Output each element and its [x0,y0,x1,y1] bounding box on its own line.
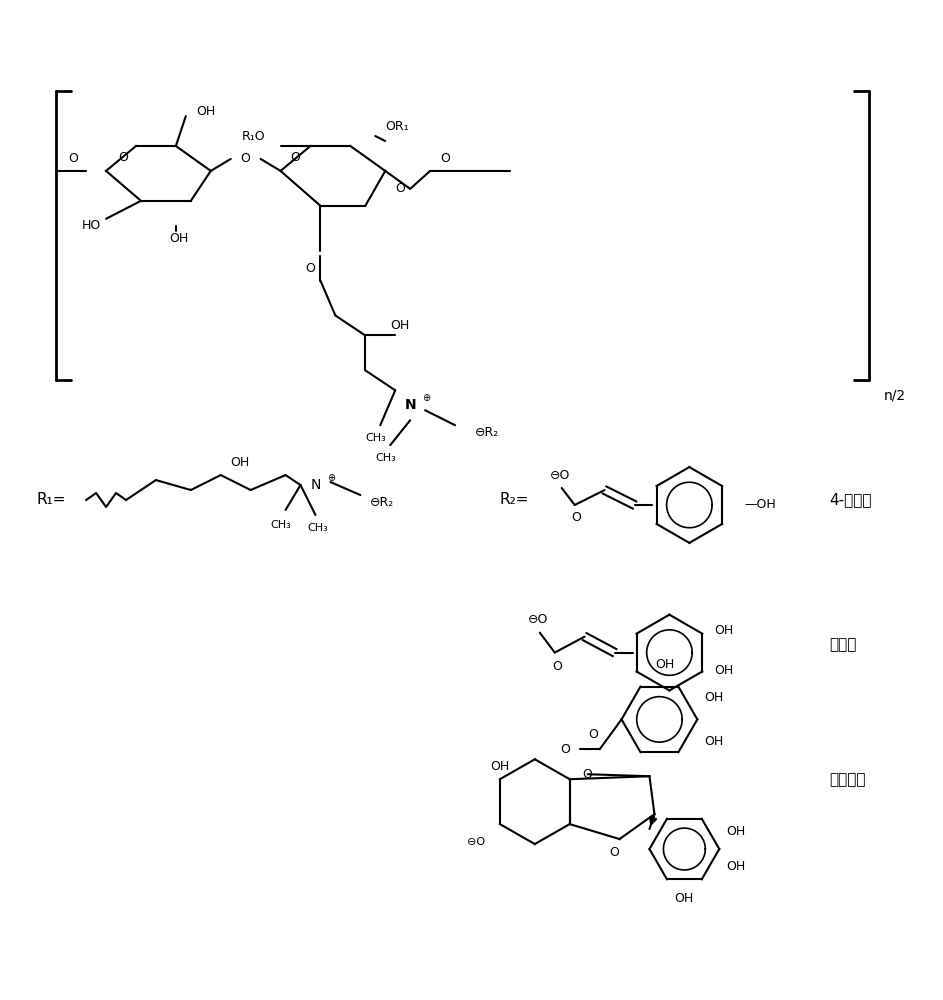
Text: ⊖O: ⊖O [467,837,485,847]
Text: ⊕: ⊕ [422,393,430,403]
Text: HO: HO [82,219,101,232]
Text: 阿魏酸: 阿魏酸 [829,637,856,652]
Text: O: O [583,768,592,781]
Text: O: O [609,846,620,859]
Text: 没食子酸: 没食子酸 [829,772,866,787]
Text: R₁O: R₁O [242,130,266,143]
Text: O: O [290,151,301,164]
Text: OH: OH [714,664,734,677]
Text: R₁=: R₁= [36,492,66,508]
Text: OH: OH [704,691,723,704]
Text: ⊖O: ⊖O [550,469,571,482]
Text: OH: OH [704,735,723,748]
Text: OR₁: OR₁ [386,120,409,133]
Text: O: O [587,728,598,741]
Text: OH: OH [675,892,694,905]
Text: OH: OH [726,860,746,873]
Text: O: O [440,152,450,165]
Text: O: O [118,151,128,164]
Text: N: N [405,398,416,412]
Text: —OH: —OH [744,498,776,511]
Text: ⊖R₂: ⊖R₂ [475,426,499,439]
Text: CH₃: CH₃ [365,433,386,443]
Text: O: O [552,660,562,673]
Text: N: N [310,478,321,492]
Text: OH: OH [714,624,734,637]
Text: n/2: n/2 [884,388,906,402]
Text: OH: OH [169,232,189,245]
Text: CH₃: CH₃ [375,453,396,463]
Text: ⊖R₂: ⊖R₂ [371,496,394,509]
Text: ⊕: ⊕ [327,473,336,483]
Text: OH: OH [390,319,409,332]
Text: O: O [571,511,582,524]
Text: ⊖O: ⊖O [528,613,548,626]
Text: OH: OH [196,105,215,118]
Text: O: O [68,152,78,165]
Text: OH: OH [654,658,674,671]
Text: CH₃: CH₃ [271,520,291,530]
Text: O: O [306,262,315,275]
Text: O: O [395,182,405,195]
Text: OH: OH [490,760,509,773]
Text: 4-香豆酸: 4-香豆酸 [829,492,871,508]
Text: O: O [240,152,251,165]
Text: O: O [560,743,570,756]
Text: CH₃: CH₃ [307,523,328,533]
Text: R₂=: R₂= [500,492,529,508]
Text: OH: OH [231,456,250,469]
Text: OH: OH [726,825,746,838]
